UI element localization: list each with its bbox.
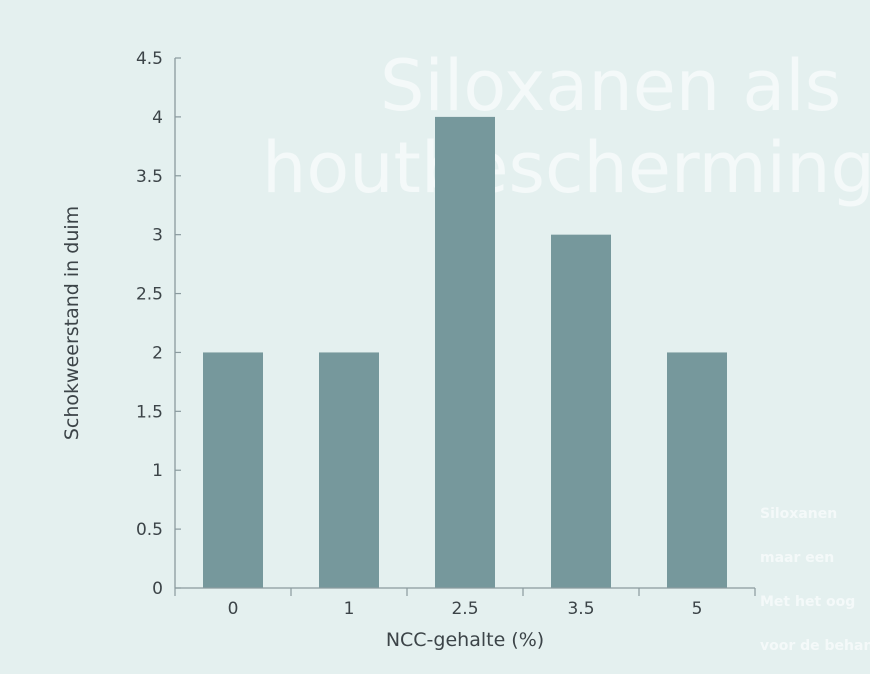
bar-0 [203, 352, 263, 588]
bars-group [203, 116, 727, 588]
bar-3-5 [551, 234, 611, 588]
background-para-line3: Met het oog [760, 594, 855, 610]
x-tick-label: 1 [344, 599, 355, 619]
x-tick-label: 3.5 [567, 599, 594, 619]
background-title-line1: Siloxanen als [380, 45, 841, 127]
y-tick-label: 4 [152, 108, 163, 128]
y-tick-label: 3.5 [136, 167, 163, 187]
axes-group [174, 58, 755, 589]
background-title-line2: houtbescherming [262, 127, 870, 209]
background-para-line1: Siloxanen [760, 506, 837, 522]
x-ticks-group: 0 1 2.5 3.5 5 [174, 588, 756, 619]
bar-5 [667, 352, 727, 588]
background-para-line4: voor de behandeling [760, 638, 870, 654]
y-tick-label: 1 [152, 461, 163, 481]
y-tick-label: 2 [152, 343, 163, 363]
y-tick-label: 3 [152, 226, 163, 246]
x-tick-label: 2.5 [451, 599, 478, 619]
y-axis-label: Schokweerstand in duim [61, 206, 83, 440]
y-ticks-group: 0 0.5 1 1.5 2 2.5 3 3.5 4 4.5 [136, 49, 181, 599]
y-tick-label: 4.5 [136, 49, 163, 69]
y-tick-label: 1.5 [136, 402, 163, 422]
x-tick-label: 5 [692, 599, 703, 619]
y-tick-label: 2.5 [136, 285, 163, 305]
background-para-line2: maar een [760, 550, 834, 566]
background-text: Siloxanen als houtbescherming Siloxanen … [262, 45, 870, 654]
y-tick-label: 0 [152, 579, 163, 599]
y-tick-label: 0.5 [136, 520, 163, 540]
x-tick-label: 0 [228, 599, 239, 619]
x-axis-label: NCC-gehalte (%) [386, 629, 544, 651]
bar-1 [319, 352, 379, 588]
bar-2-5 [435, 116, 495, 588]
